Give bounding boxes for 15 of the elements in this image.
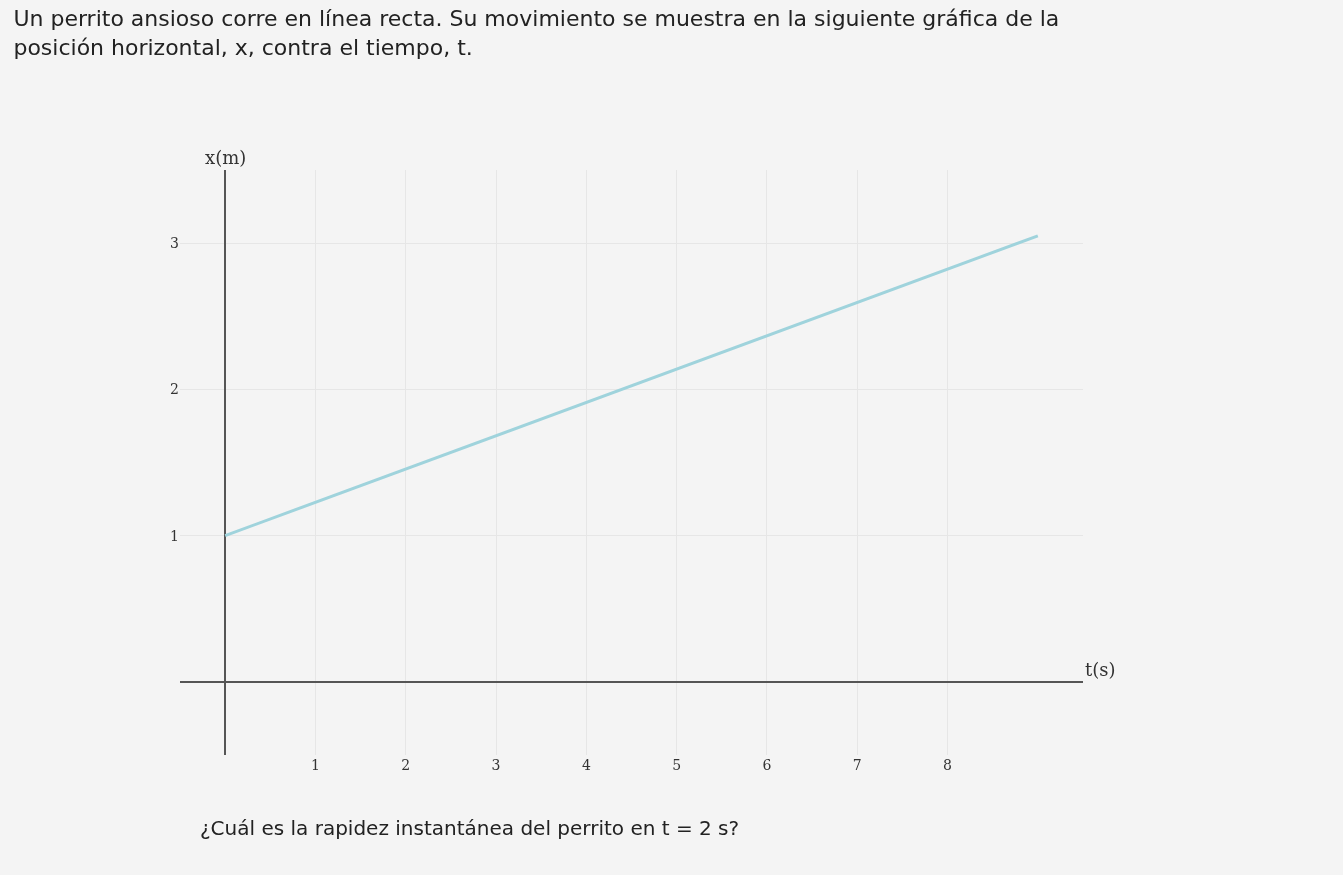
x-tick-label: 8 bbox=[943, 757, 953, 773]
text: ¿Cuál es la rapidez instantánea del perrito en t = 2 s? bbox=[200, 816, 740, 840]
y-tick-label: 1 bbox=[170, 527, 179, 544]
y-tick-label: 2 bbox=[170, 381, 179, 398]
x-tick-label: 2 bbox=[401, 757, 411, 773]
x-tick-label: 6 bbox=[762, 757, 772, 773]
x-axis-title: t(s) bbox=[1085, 659, 1116, 680]
x-tick-label: 7 bbox=[852, 757, 862, 773]
x-tick-label: 1 bbox=[310, 757, 320, 773]
x-tick-label: 4 bbox=[581, 757, 591, 773]
x-tick-label: 3 bbox=[491, 757, 501, 773]
x-tick-label: 5 bbox=[672, 757, 682, 773]
chart-title: Un perrito ansioso corre en línea recta. Su movimiento se muestra en la siguiente gráfica de la posición horizontal, x, contra el tiempo, t. bbox=[13, 6, 1060, 60]
y-tick-label: 3 bbox=[170, 235, 179, 252]
y-axis-title: x(m) bbox=[205, 147, 247, 168]
